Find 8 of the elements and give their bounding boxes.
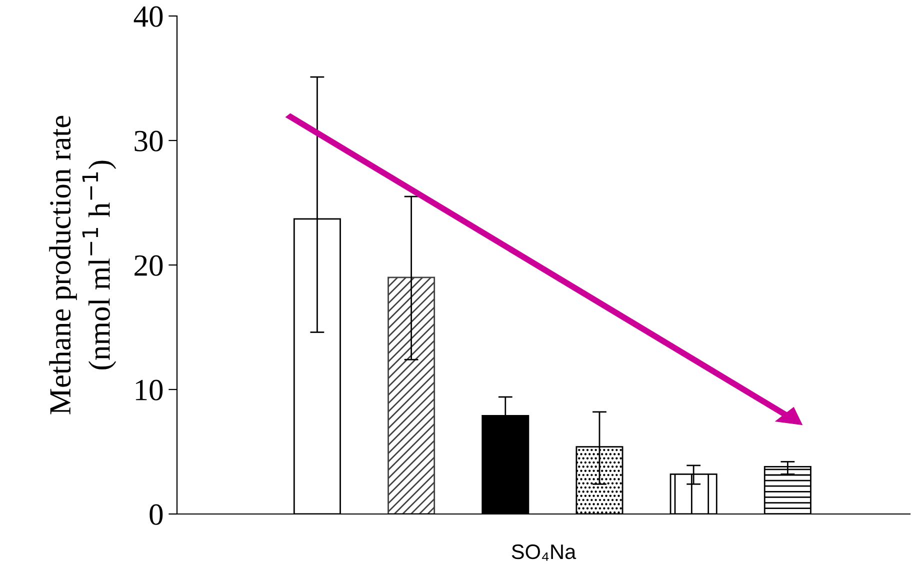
y-tick-label: 0 xyxy=(150,504,163,525)
y-tick-label: 10 xyxy=(136,380,163,400)
y-axis-title: Methane production rate (nmol ml$^{−1}$ h$^{−1}$) xyxy=(49,116,116,414)
y-tick-label: 30 xyxy=(134,130,163,152)
y-tick-label: 20 xyxy=(134,255,163,276)
bar xyxy=(388,276,436,514)
x-axis-title: SO₄Na xyxy=(512,544,576,561)
y-tick-label: 40 xyxy=(134,6,163,27)
